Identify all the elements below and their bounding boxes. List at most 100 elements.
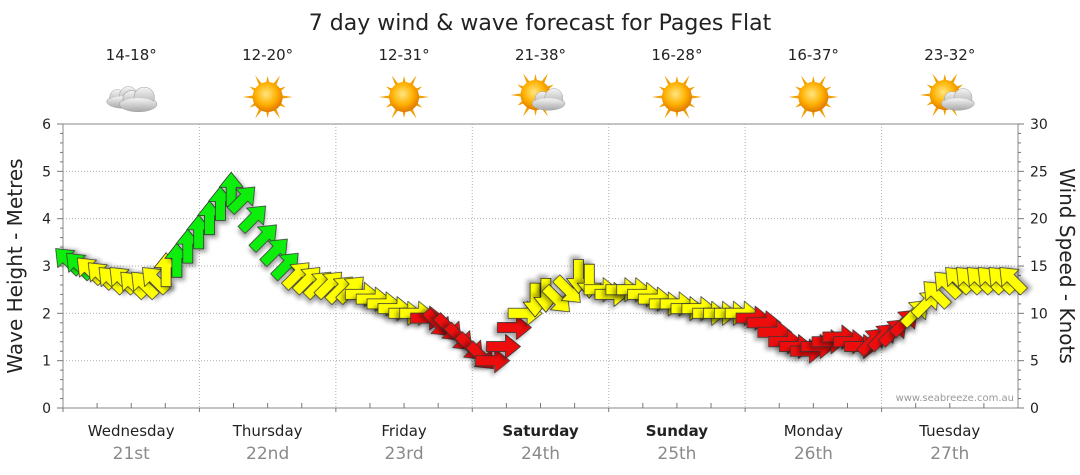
day-name: Thursday bbox=[232, 422, 303, 440]
day-temp: 16-37° bbox=[788, 46, 839, 64]
day-labels: Wednesday 21st 14-18° Thursday 22nd 12-20° Fri… bbox=[88, 46, 981, 464]
left-tick-label: 0 bbox=[42, 401, 51, 417]
day-date: 26th bbox=[794, 444, 833, 464]
left-tick-label: 6 bbox=[42, 117, 51, 133]
chart-title: 7 day wind & wave forecast for Pages Fla… bbox=[309, 11, 772, 36]
sun-ray bbox=[932, 106, 940, 117]
sun-ray bbox=[651, 95, 664, 99]
sun-ray bbox=[273, 108, 281, 119]
sun-ray bbox=[682, 75, 690, 86]
sun-ray bbox=[811, 76, 816, 84]
cloud-shape bbox=[119, 86, 158, 113]
day-name: Friday bbox=[381, 422, 427, 440]
right-axis: 0 5 10 15 20 25 30 bbox=[1018, 117, 1048, 417]
day-name: Tuesday bbox=[918, 422, 980, 440]
day-temp: 12-31° bbox=[379, 46, 430, 64]
day-temp: 23-32° bbox=[924, 46, 975, 64]
left-tick-label: 1 bbox=[42, 354, 51, 370]
sun-ray bbox=[675, 110, 679, 118]
sun-ray bbox=[664, 75, 672, 86]
sun-ray bbox=[943, 74, 947, 82]
sun-ray bbox=[919, 93, 931, 97]
right-tick-label: 25 bbox=[1030, 164, 1048, 180]
day-date: 25th bbox=[657, 444, 696, 464]
left-tick-label: 2 bbox=[42, 306, 51, 322]
wind-arrow bbox=[910, 290, 939, 320]
sun-ray bbox=[533, 74, 538, 82]
right-tick-label: 15 bbox=[1030, 259, 1048, 275]
left-axis-label: Wave Height - Metres bbox=[3, 158, 27, 373]
sun-ray bbox=[391, 75, 399, 86]
cloud-shape bbox=[531, 88, 566, 111]
day-name: Sunday bbox=[646, 422, 709, 440]
sunny-icon bbox=[379, 75, 430, 119]
sun-ray bbox=[510, 93, 522, 97]
sun-ray bbox=[255, 75, 263, 86]
sun-ray bbox=[950, 73, 958, 84]
right-tick-label: 30 bbox=[1030, 117, 1048, 133]
left-tick-label: 4 bbox=[42, 212, 51, 228]
wind-arrows bbox=[55, 171, 1028, 374]
sun-ray bbox=[409, 108, 417, 119]
sun-ray bbox=[242, 95, 254, 99]
sun-ray bbox=[273, 75, 281, 86]
sun-ray bbox=[664, 108, 672, 119]
partly-cloudy-icon bbox=[510, 73, 566, 117]
sunny-icon bbox=[651, 75, 702, 119]
sun-ray bbox=[402, 110, 406, 118]
sun-ray bbox=[788, 95, 800, 99]
sun-ray bbox=[533, 108, 538, 116]
partly-cloudy-icon bbox=[919, 73, 975, 117]
sunny-icon bbox=[242, 75, 293, 119]
day-date: 23rd bbox=[385, 444, 424, 464]
sun-ray bbox=[675, 76, 679, 84]
sun-ray bbox=[391, 108, 399, 119]
grid bbox=[62, 124, 1018, 412]
day-temp: 16-28° bbox=[651, 46, 702, 64]
day-date: 22nd bbox=[246, 444, 289, 464]
sun-disc bbox=[252, 82, 283, 112]
sun-ray bbox=[800, 75, 808, 86]
cloudy-icon bbox=[106, 86, 158, 113]
sun-ray bbox=[943, 108, 947, 116]
sun-ray bbox=[402, 76, 406, 84]
day-temp: 14-18° bbox=[106, 46, 157, 64]
cloud-shape bbox=[941, 88, 975, 111]
sun-ray bbox=[800, 108, 808, 119]
right-tick-label: 5 bbox=[1030, 354, 1039, 370]
left-axis: 0 1 2 3 4 5 6 bbox=[42, 117, 63, 417]
sun-ray bbox=[932, 73, 940, 84]
sun-ray bbox=[523, 106, 531, 117]
sun-ray bbox=[540, 73, 548, 84]
sun-ray bbox=[281, 95, 293, 99]
day-date: 27th bbox=[930, 444, 969, 464]
day-name: Saturday bbox=[502, 422, 579, 440]
sun-ray bbox=[265, 76, 270, 84]
sun-ray bbox=[682, 108, 690, 119]
day-date: 24th bbox=[521, 444, 560, 464]
sun-ray bbox=[818, 75, 826, 86]
wind-arrow bbox=[999, 267, 1028, 296]
sun-disc bbox=[389, 82, 420, 112]
sun-ray bbox=[417, 95, 430, 99]
sun-ray bbox=[523, 73, 531, 84]
wind-arrow bbox=[226, 186, 256, 215]
sun-ray bbox=[811, 110, 816, 118]
sun-ray bbox=[265, 110, 270, 118]
sun-ray bbox=[827, 95, 839, 99]
day-name: Monday bbox=[784, 422, 843, 440]
sun-ray bbox=[409, 75, 417, 86]
right-tick-label: 0 bbox=[1030, 401, 1039, 417]
sun-ray bbox=[379, 95, 391, 99]
sun-ray bbox=[818, 108, 826, 119]
left-tick-label: 3 bbox=[42, 259, 51, 275]
day-temp: 12-20° bbox=[242, 46, 293, 64]
day-name: Wednesday bbox=[88, 422, 175, 440]
sun-ray bbox=[255, 108, 263, 119]
right-axis-label: Wind Speed - Knots bbox=[1055, 168, 1079, 364]
sun-disc bbox=[798, 82, 829, 112]
sunny-icon bbox=[788, 75, 839, 119]
left-tick-label: 5 bbox=[42, 164, 51, 180]
